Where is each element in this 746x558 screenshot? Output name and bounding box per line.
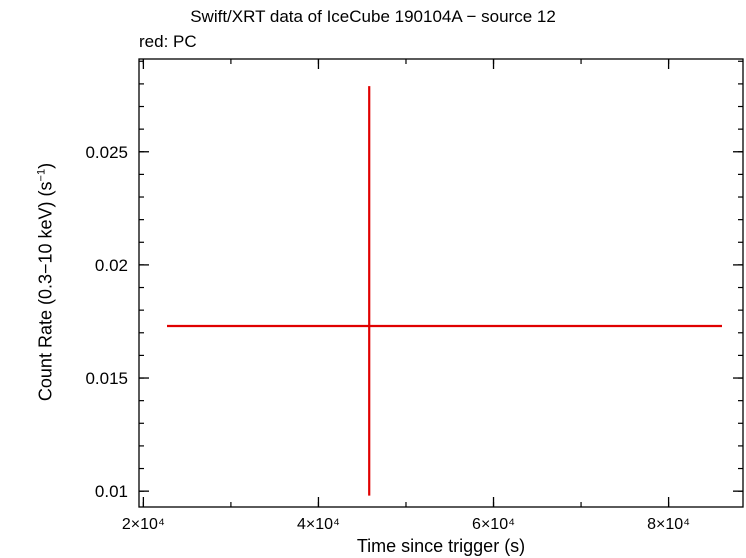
tick-labels: 2×10⁴ 4×10⁴ 6×10⁴ 8×10⁴ 0.01 0.015 0.02 0.025 — [85, 143, 690, 533]
x-axis-label: Time since trigger (s) — [356, 536, 526, 556]
y-tick-label: 0.02 — [95, 256, 128, 275]
y-tick-label: 0.015 — [85, 369, 128, 388]
y-axis-label-exponent: −1 — [35, 168, 48, 182]
x-tick-label: 8×10⁴ — [647, 516, 690, 533]
data-layer — [167, 86, 722, 496]
y-tick-label: 0.025 — [85, 143, 128, 162]
y-axis-label-close: ) — [35, 162, 56, 169]
chart-title: Swift/XRT data of IceCube 190104A − sour… — [190, 7, 556, 26]
x-tick-label: 2×10⁴ — [122, 516, 165, 533]
x-tick-label: 6×10⁴ — [472, 516, 515, 533]
y-axis-label: Count Rate (0.3−10 keV) (s−1) — [36, 163, 57, 401]
major-ticks — [139, 59, 743, 507]
chart-subtitle: red: PC — [139, 32, 197, 51]
y-tick-label: 0.01 — [95, 482, 128, 501]
plot-frame — [138, 58, 744, 508]
x-tick-label: 4×10⁴ — [297, 516, 340, 533]
y-axis-label-text: Count Rate (0.3−10 keV) (s — [35, 181, 56, 402]
minor-ticks — [139, 59, 743, 507]
